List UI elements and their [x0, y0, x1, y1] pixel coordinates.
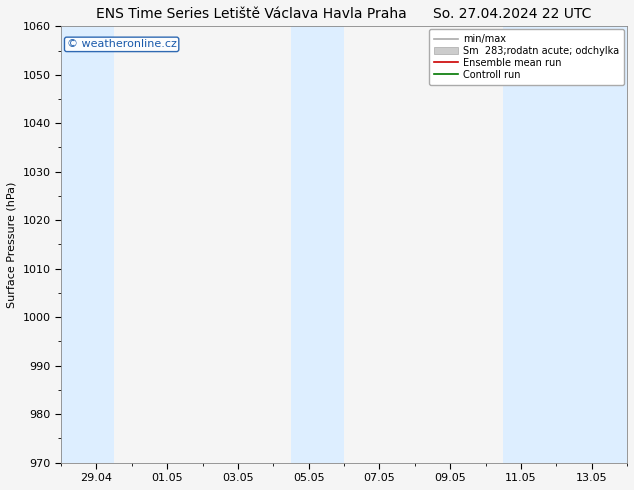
Text: © weatheronline.cz: © weatheronline.cz — [67, 39, 177, 49]
Title: ENS Time Series Letiště Václava Havla Praha      So. 27.04.2024 22 UTC: ENS Time Series Letiště Václava Havla Pr… — [96, 7, 592, 21]
Y-axis label: Surface Pressure (hPa): Surface Pressure (hPa) — [7, 181, 17, 308]
Bar — [61, 26, 114, 463]
Bar — [503, 26, 627, 463]
Bar — [291, 26, 344, 463]
Legend: min/max, Sm  283;rodatn acute; odchylka, Ensemble mean run, Controll run: min/max, Sm 283;rodatn acute; odchylka, … — [429, 29, 624, 85]
